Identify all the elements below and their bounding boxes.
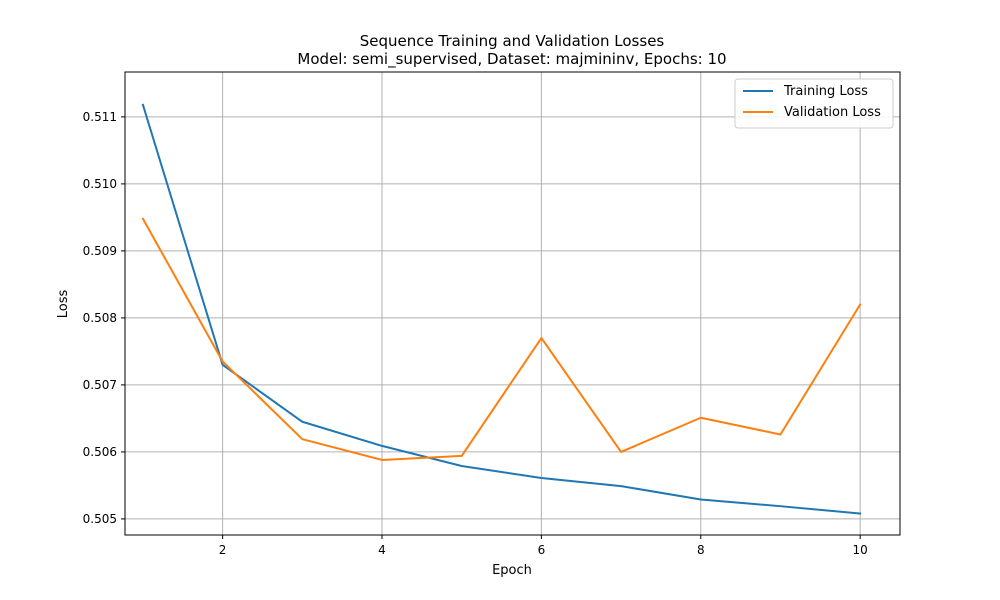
legend: Training Loss Validation Loss: [734, 78, 894, 129]
chart-title: Sequence Training and Validation Losses: [360, 32, 665, 50]
y-tick-label: 0.505: [83, 512, 117, 526]
chart-subtitle: Model: semi_supervised, Dataset: majmini…: [297, 50, 726, 69]
series-line-validation-loss: [141, 217, 862, 461]
grid: [125, 72, 900, 535]
legend-label-validation-loss: Validation Loss: [784, 105, 881, 120]
series-lines: [141, 103, 862, 515]
y-tick-label: 0.511: [83, 110, 117, 124]
x-tick-label: 4: [378, 543, 386, 557]
legend-box: [734, 78, 894, 129]
x-axis-label: Epoch: [492, 563, 532, 578]
y-axis-label: Loss: [56, 290, 71, 319]
y-tick-label: 0.508: [83, 311, 117, 325]
y-tick-label: 0.506: [83, 445, 117, 459]
y-tick-label: 0.510: [83, 177, 117, 191]
x-tick-label: 10: [853, 543, 868, 557]
series-line-training-loss: [141, 103, 862, 515]
plot-area-frame: [124, 71, 901, 536]
x-tick-label: 6: [538, 543, 546, 557]
legend-label-training-loss: Training Loss: [783, 84, 868, 99]
x-tick-label: 2: [219, 543, 227, 557]
y-tick-label: 0.509: [83, 244, 117, 258]
x-tick-label: 8: [697, 543, 705, 557]
y-tick-label: 0.507: [83, 378, 117, 392]
axis-ticks: 2 4 6 8 10 0.505 0.506 0.507 0.508 0.509 0.510 0.51…: [83, 110, 868, 557]
